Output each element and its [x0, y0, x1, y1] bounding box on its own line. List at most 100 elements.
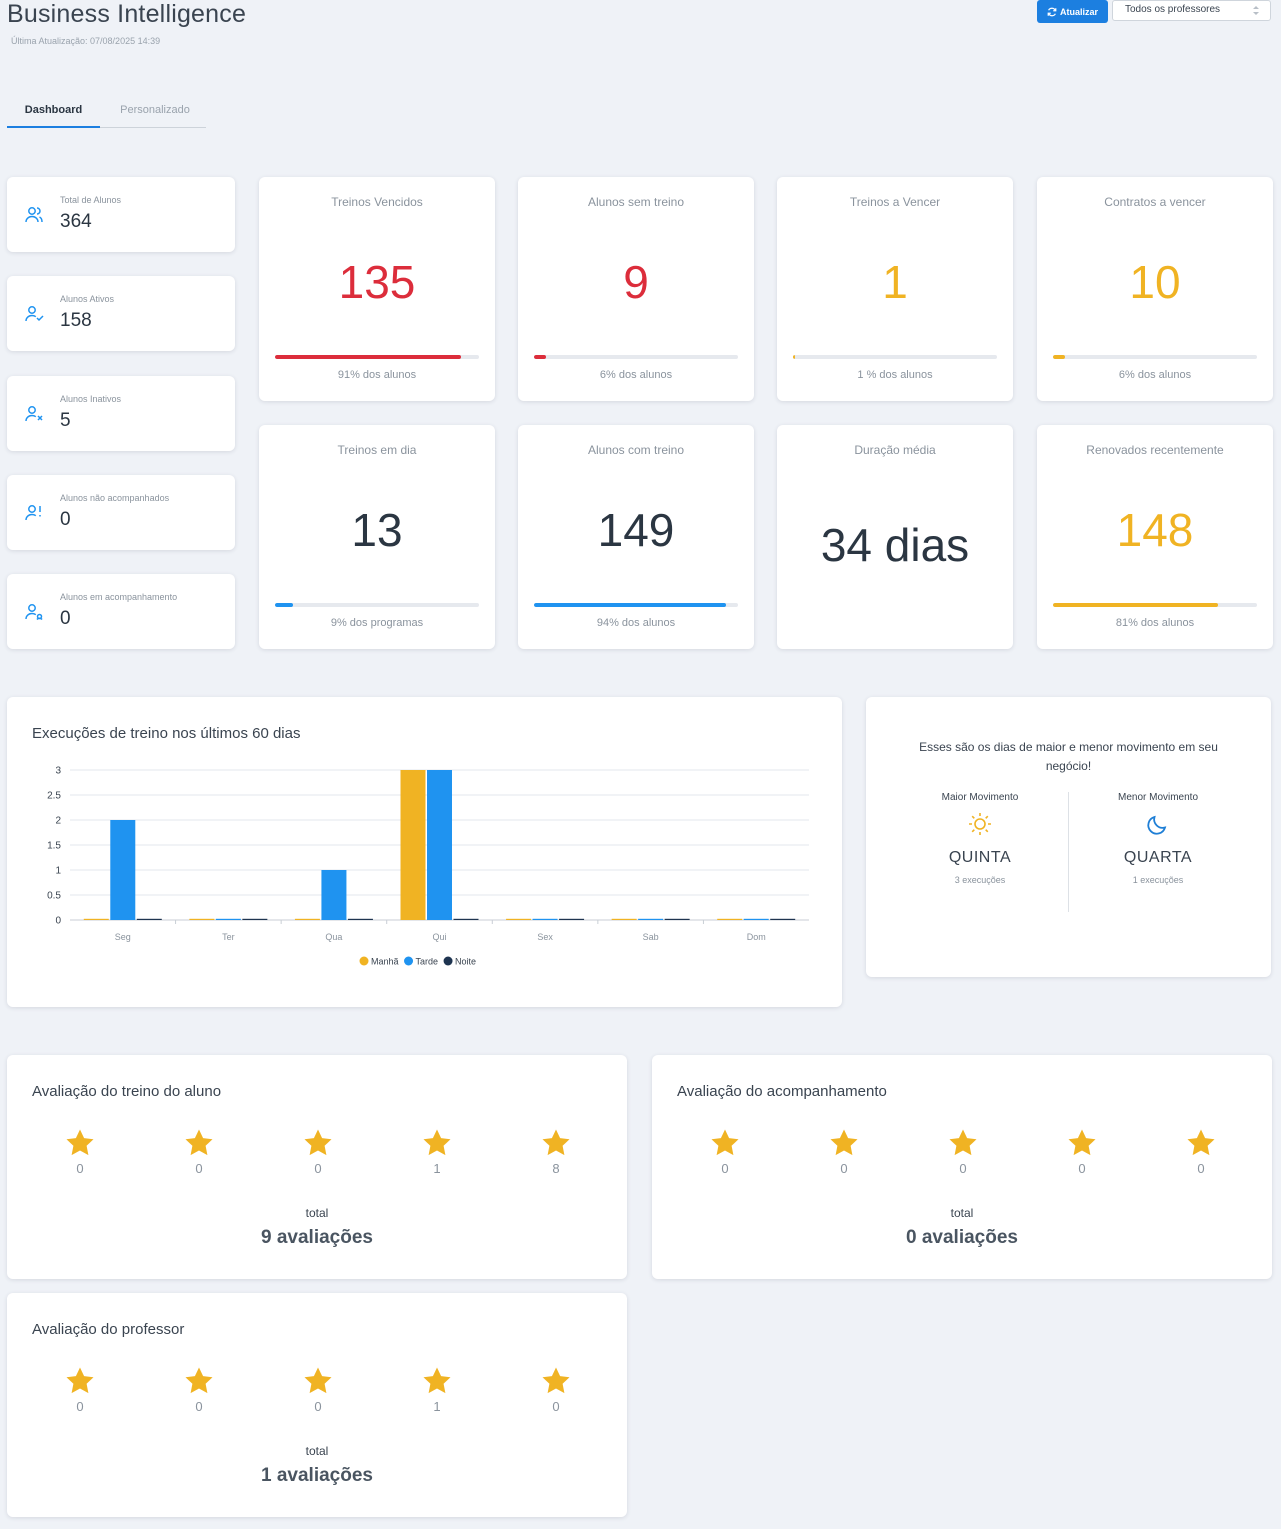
bar-noite[interactable]	[242, 918, 268, 920]
y-tick-label: 1	[55, 866, 61, 877]
rating-title: Avaliação do acompanhamento	[677, 1083, 887, 1100]
summary-label: Total de Alunos	[60, 195, 122, 205]
star-count: 0	[314, 1161, 322, 1176]
movement-card: Esses são os dias de maior e menor movim…	[866, 697, 1271, 977]
kpi-label: Duração média	[854, 443, 936, 457]
max-movement-day: QUINTA	[948, 849, 1012, 866]
executions-bar-chart: 0 0.5 1 1.5 2 2.5 3 Seg Ter Qua Qui Sex Sab Dom Manhã T…	[47, 766, 809, 967]
x-tick-label: Sab	[643, 932, 659, 942]
min-movement-executions: 1 execuções	[1132, 875, 1184, 885]
kpi-progress-fill	[275, 603, 294, 607]
bar-noite[interactable]	[136, 918, 162, 920]
tabs-underline	[7, 127, 206, 128]
bar-manha[interactable]	[189, 918, 215, 920]
legend-label: Tarde	[416, 957, 439, 967]
kpi-value: 148	[1116, 504, 1194, 556]
bar-tarde[interactable]	[743, 918, 769, 920]
professor-select[interactable]: Todos os professores	[1112, 0, 1271, 21]
bar-noite[interactable]	[347, 918, 373, 920]
bar-manha[interactable]	[400, 770, 426, 920]
y-tick-label: 0.5	[47, 891, 61, 902]
summary-card-nao-acompanhados: Alunos não acompanhados 0	[7, 475, 235, 550]
summary-label: Alunos Inativos	[60, 394, 122, 404]
bar-tarde[interactable]	[215, 918, 241, 920]
x-tick-label: Sex	[537, 932, 553, 942]
users-icon	[25, 207, 43, 223]
kpi-alunos-sem-treino: Alunos sem treino 9 6% dos alunos	[518, 177, 754, 401]
chart-title: Execuções de treino nos últimos 60 dias	[32, 725, 301, 742]
star-count: 0	[721, 1161, 729, 1176]
star-count: 0	[552, 1399, 560, 1414]
star-icon	[423, 1367, 451, 1394]
rating-total-label: total	[950, 1206, 974, 1220]
bar-tarde[interactable]	[532, 918, 558, 920]
star-icon	[542, 1367, 570, 1394]
star-count: 1	[433, 1161, 441, 1176]
rating-title: Avaliação do treino do aluno	[32, 1083, 222, 1100]
bar-manha[interactable]	[294, 918, 320, 920]
star-count: 0	[76, 1399, 84, 1414]
star-icon	[830, 1129, 858, 1156]
update-button[interactable]: Atualizar	[1037, 0, 1108, 23]
star-count: 0	[314, 1399, 322, 1414]
page-title: Business Intelligence	[7, 0, 247, 28]
kpi-progress-fill	[275, 355, 461, 359]
kpi-label: Treinos Vencidos	[331, 195, 423, 209]
bar-noite[interactable]	[664, 918, 690, 920]
x-tick-label: Dom	[747, 932, 766, 942]
rating-total: 1 avaliações	[261, 1465, 373, 1486]
max-movement-label: Maior Movimento	[941, 792, 1019, 803]
legend-label: Manhã	[371, 957, 399, 967]
bar-tarde[interactable]	[110, 820, 136, 920]
kpi-treinos-em-dia: Treinos em dia 13 9% dos programas	[259, 425, 495, 649]
summary-card-inativos: Alunos Inativos 5	[7, 376, 235, 451]
kpi-percent: 6% dos alunos	[1118, 369, 1192, 381]
star-icon	[1187, 1129, 1215, 1156]
bar-noite[interactable]	[770, 918, 796, 920]
bar-manha[interactable]	[611, 918, 637, 920]
kpi-progress-bar	[1053, 355, 1257, 359]
kpi-value: 10	[1129, 256, 1181, 308]
kpi-label: Alunos sem treino	[587, 195, 685, 209]
star-icon	[949, 1129, 977, 1156]
y-tick-label: 3	[55, 766, 61, 777]
tab-dashboard[interactable]: Dashboard	[7, 104, 100, 128]
kpi-label: Contratos a vencer	[1104, 195, 1206, 209]
kpi-percent: 81% dos alunos	[1115, 617, 1195, 629]
star-count: 0	[1078, 1161, 1086, 1176]
summary-label: Alunos Ativos	[60, 294, 115, 304]
executions-chart-card: Execuções de treino nos últimos 60 dias …	[7, 697, 842, 1007]
bar-manha[interactable]	[717, 918, 743, 920]
kpi-progress-fill	[1053, 355, 1066, 359]
kpi-label: Treinos em dia	[337, 443, 417, 457]
kpi-renovados-recentemente: Renovados recentemente 148 81% dos aluno…	[1037, 425, 1273, 649]
kpi-progress-bar	[534, 603, 738, 607]
kpi-value: 9	[623, 256, 649, 308]
bar-tarde[interactable]	[321, 870, 347, 920]
kpi-progress-fill	[1053, 603, 1219, 607]
star-icon	[542, 1129, 570, 1156]
star-count: 1	[433, 1399, 441, 1414]
bar-tarde[interactable]	[427, 770, 452, 920]
star-icon	[423, 1129, 451, 1156]
kpi-value: 34 dias	[820, 519, 970, 571]
star-count: 0	[840, 1161, 848, 1176]
x-tick-label: Seg	[115, 932, 131, 942]
summary-card-ativos: Alunos Ativos 158	[7, 276, 235, 351]
min-movement-label: Menor Movimento	[1117, 792, 1199, 803]
bar-manha[interactable]	[83, 918, 109, 920]
bar-tarde[interactable]	[638, 918, 664, 920]
tab-personalizado[interactable]: Personalizado	[120, 104, 190, 116]
star-icon	[304, 1129, 332, 1156]
summary-card-total: Total de Alunos 364	[7, 177, 235, 252]
kpi-value: 135	[338, 256, 416, 308]
star-count: 0	[195, 1161, 203, 1176]
star-icon	[66, 1129, 94, 1156]
kpi-percent: 1 % dos alunos	[857, 369, 933, 381]
rating-total: 0 avaliações	[906, 1227, 1018, 1248]
bar-manha[interactable]	[506, 918, 532, 920]
bar-noite[interactable]	[453, 918, 479, 920]
last-update-text: Última Atualização: 07/08/2025 14:39	[11, 36, 161, 46]
bar-noite[interactable]	[559, 918, 585, 920]
kpi-value: 1	[882, 256, 908, 308]
